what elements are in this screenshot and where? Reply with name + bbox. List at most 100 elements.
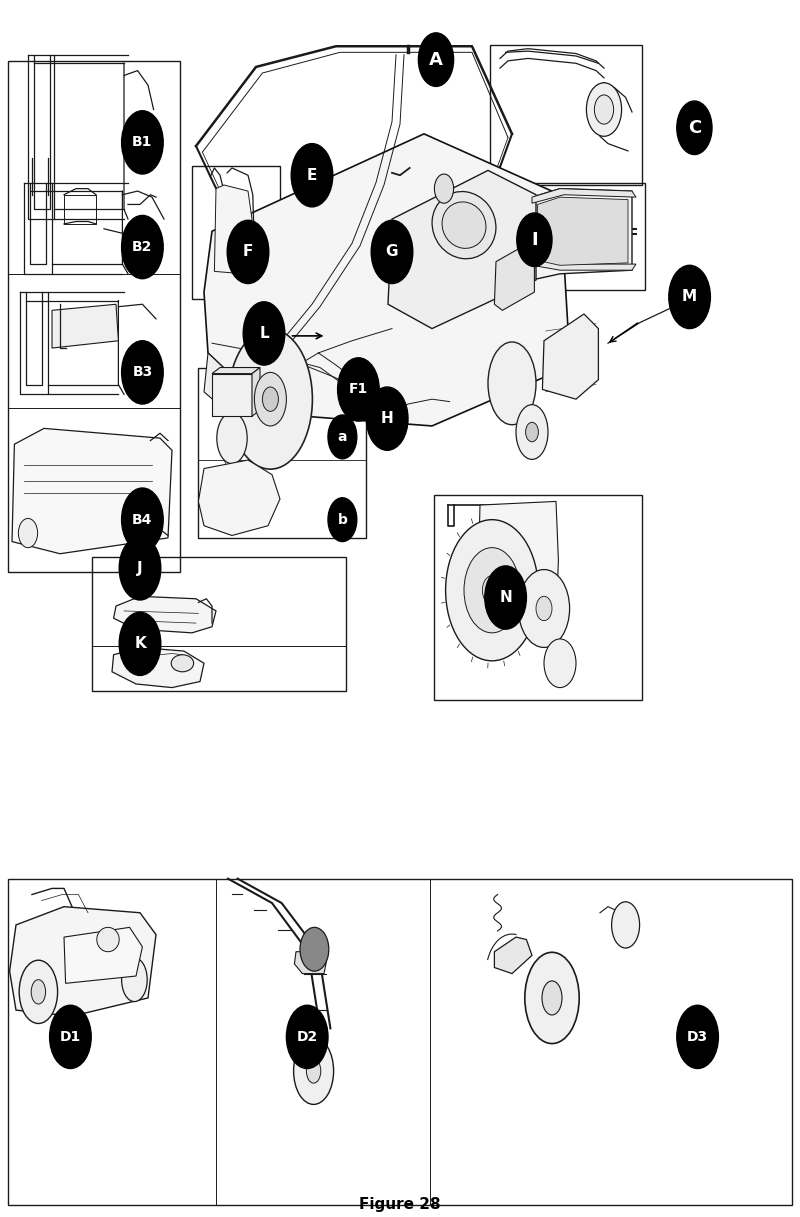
Circle shape — [328, 415, 357, 459]
Circle shape — [677, 1005, 718, 1069]
Circle shape — [18, 518, 38, 548]
Circle shape — [586, 83, 622, 136]
Text: B4: B4 — [132, 512, 153, 527]
Ellipse shape — [306, 1059, 321, 1083]
Text: G: G — [386, 245, 398, 259]
Polygon shape — [212, 374, 252, 416]
Circle shape — [122, 341, 163, 404]
Circle shape — [485, 566, 526, 629]
Text: K: K — [134, 636, 146, 651]
Circle shape — [262, 387, 278, 411]
Circle shape — [594, 95, 614, 124]
Circle shape — [518, 570, 570, 647]
Circle shape — [366, 387, 408, 450]
Polygon shape — [532, 189, 636, 203]
Text: A: A — [429, 51, 443, 68]
Ellipse shape — [488, 342, 536, 425]
Text: B2: B2 — [132, 240, 153, 254]
Text: D3: D3 — [687, 1030, 708, 1044]
Ellipse shape — [217, 413, 247, 464]
Ellipse shape — [432, 191, 496, 259]
Circle shape — [50, 1005, 91, 1069]
Text: N: N — [499, 590, 512, 605]
Polygon shape — [214, 185, 252, 274]
Polygon shape — [532, 259, 636, 270]
Ellipse shape — [171, 655, 194, 672]
Circle shape — [286, 1005, 328, 1069]
Polygon shape — [112, 647, 204, 688]
Text: E: E — [307, 168, 317, 183]
Circle shape — [119, 612, 161, 675]
Circle shape — [122, 215, 163, 279]
Polygon shape — [542, 314, 598, 399]
Text: a: a — [338, 430, 347, 444]
Circle shape — [243, 302, 285, 365]
Polygon shape — [538, 197, 628, 265]
Circle shape — [371, 220, 413, 284]
Text: F1: F1 — [349, 382, 368, 397]
Polygon shape — [12, 428, 172, 554]
Polygon shape — [114, 596, 216, 633]
Polygon shape — [478, 501, 558, 630]
Circle shape — [119, 537, 161, 600]
Circle shape — [418, 33, 454, 86]
Text: F: F — [243, 245, 253, 259]
Text: Figure 28: Figure 28 — [359, 1198, 441, 1212]
Bar — [92, 557, 346, 691]
Circle shape — [446, 520, 538, 661]
Bar — [8, 879, 792, 1205]
Circle shape — [669, 265, 710, 329]
Text: b: b — [338, 512, 347, 527]
Circle shape — [482, 576, 502, 605]
Text: I: I — [531, 231, 538, 248]
Circle shape — [227, 220, 269, 284]
Polygon shape — [52, 304, 118, 348]
Text: B1: B1 — [132, 135, 153, 150]
Circle shape — [464, 548, 520, 633]
Bar — [8, 61, 180, 572]
Polygon shape — [388, 170, 536, 329]
Bar — [434, 495, 642, 700]
Bar — [64, 195, 96, 224]
Text: B3: B3 — [132, 365, 153, 380]
Ellipse shape — [294, 1037, 334, 1105]
Ellipse shape — [254, 372, 286, 426]
Circle shape — [122, 488, 163, 551]
Text: M: M — [682, 290, 697, 304]
Circle shape — [434, 174, 454, 203]
Bar — [198, 368, 366, 538]
Circle shape — [122, 111, 163, 174]
Ellipse shape — [19, 960, 58, 1023]
Circle shape — [291, 144, 333, 207]
Polygon shape — [294, 952, 326, 974]
Polygon shape — [494, 937, 532, 974]
Circle shape — [526, 422, 538, 442]
Circle shape — [536, 596, 552, 621]
Circle shape — [300, 927, 329, 971]
Bar — [494, 183, 645, 290]
Polygon shape — [204, 353, 272, 450]
Ellipse shape — [516, 404, 548, 460]
Polygon shape — [64, 927, 142, 983]
Text: C: C — [688, 119, 701, 136]
Ellipse shape — [442, 202, 486, 248]
Polygon shape — [212, 368, 260, 374]
Polygon shape — [10, 907, 156, 1016]
Polygon shape — [198, 460, 280, 535]
Circle shape — [338, 358, 379, 421]
Circle shape — [517, 213, 552, 267]
Ellipse shape — [525, 952, 579, 1043]
Text: D1: D1 — [60, 1030, 81, 1044]
Polygon shape — [252, 368, 260, 416]
Circle shape — [677, 101, 712, 155]
Circle shape — [328, 498, 357, 542]
Bar — [192, 166, 280, 299]
Bar — [490, 45, 642, 185]
Polygon shape — [494, 243, 534, 310]
Text: H: H — [381, 411, 394, 426]
Circle shape — [544, 639, 576, 688]
Ellipse shape — [31, 980, 46, 1004]
Ellipse shape — [122, 958, 147, 1002]
Ellipse shape — [611, 902, 640, 948]
Ellipse shape — [229, 329, 313, 469]
